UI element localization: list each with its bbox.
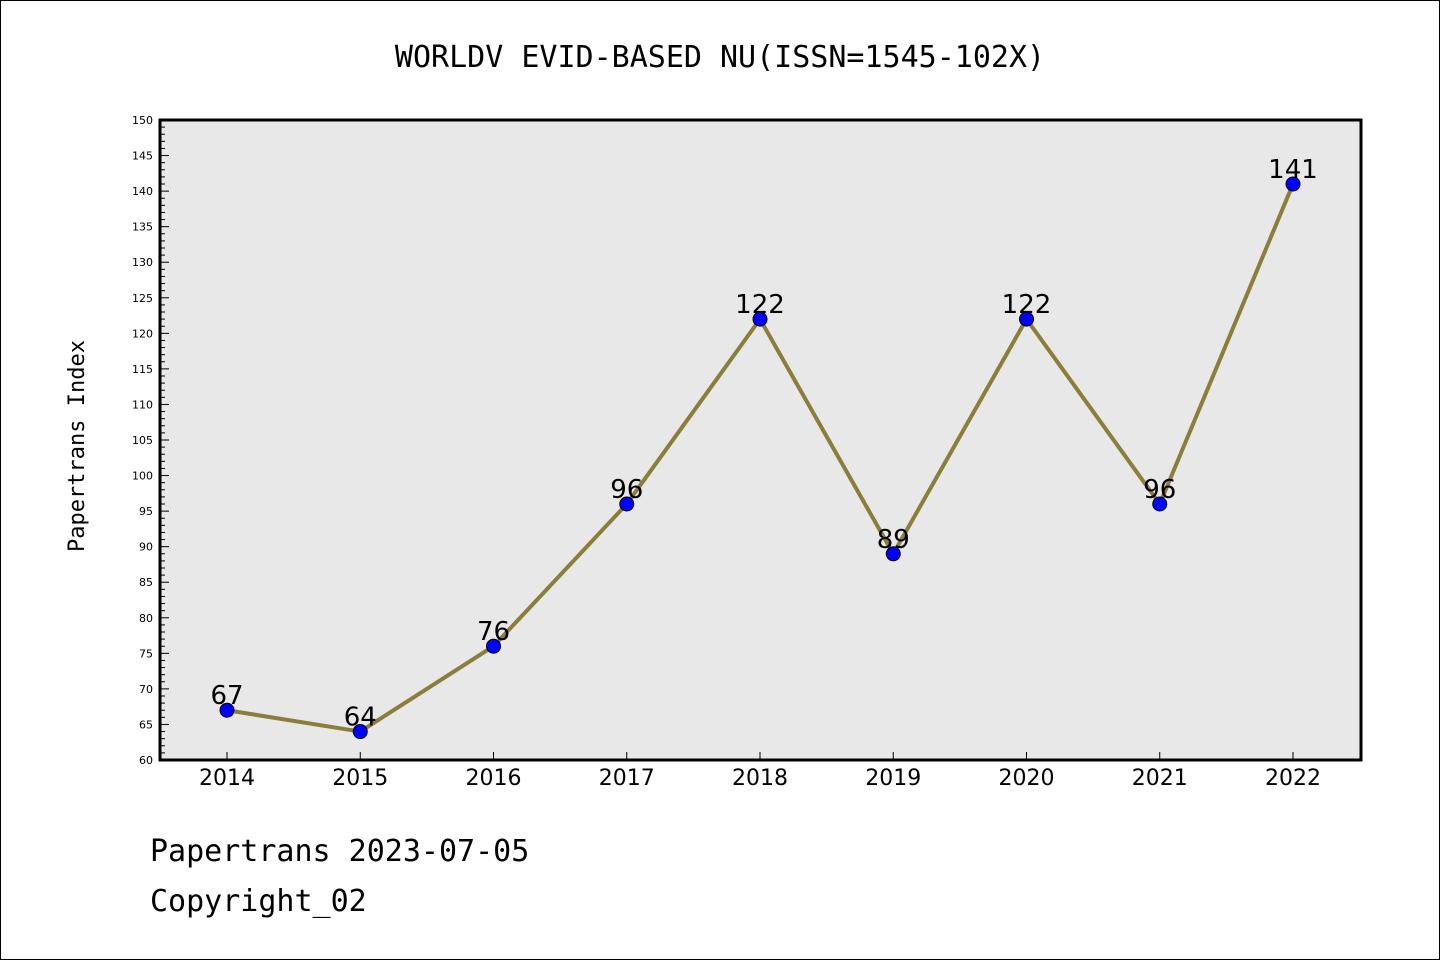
y-axis-label: Papertrans Index — [65, 340, 90, 552]
y-tick-label: 105 — [132, 434, 153, 447]
y-tick-label: 130 — [132, 256, 153, 269]
y-tick-label: 85 — [139, 576, 153, 589]
data-points — [219, 176, 1301, 740]
data-point — [1019, 311, 1034, 327]
y-tick-label: 145 — [132, 150, 153, 163]
y-tick-label: 140 — [132, 185, 153, 198]
y-tick-label: 100 — [132, 470, 153, 483]
data-point — [1152, 496, 1168, 512]
y-tick-label: 95 — [139, 505, 153, 518]
y-tick-label: 75 — [139, 647, 153, 660]
y-tick-label: 90 — [139, 541, 153, 554]
x-axis: 2014 2015 2016 2017 2018 2019 2020 2021 2022 — [199, 752, 1321, 791]
y-tick-label: 115 — [132, 363, 153, 376]
data-point — [619, 496, 635, 512]
chart-title: WORLDV EVID-BASED NU(ISSN=1545-102X) — [395, 40, 1045, 75]
data-point — [1285, 176, 1301, 192]
x-tick-label: 2017 — [599, 766, 655, 791]
y-tick-label: 120 — [132, 327, 153, 340]
data-point — [219, 702, 235, 718]
y-tick-label: 80 — [139, 612, 153, 625]
plot-area — [160, 120, 1361, 760]
y-tick-label: 150 — [132, 114, 153, 127]
y-tick-label: 125 — [132, 292, 153, 305]
x-tick-label: 2022 — [1265, 766, 1321, 791]
y-tick-label: 65 — [139, 718, 153, 731]
y-tick-label: 110 — [132, 398, 153, 411]
data-point — [752, 311, 768, 327]
data-point — [486, 638, 501, 654]
x-tick-label: 2020 — [999, 766, 1055, 791]
x-tick-label: 2018 — [732, 766, 788, 791]
data-point — [885, 546, 901, 562]
x-tick-label: 2019 — [865, 766, 921, 791]
data-point — [352, 724, 368, 740]
x-tick-label: 2021 — [1132, 766, 1188, 791]
y-tick-label: 70 — [139, 683, 153, 696]
x-tick-label: 2015 — [332, 766, 388, 791]
y-tick-label: 60 — [139, 754, 153, 767]
y-axis: 60 65 70 75 80 85 90 95 100 105 110 115 120 125 130 135… — [132, 114, 169, 767]
plot-border — [158, 118, 1363, 762]
footer-copyright: Copyright_02 — [150, 884, 367, 919]
x-tick-label: 2014 — [199, 766, 255, 791]
footer-date: Papertrans 2023-07-05 — [150, 834, 530, 869]
x-tick-label: 2016 — [466, 766, 522, 791]
y-tick-label: 135 — [132, 221, 153, 234]
